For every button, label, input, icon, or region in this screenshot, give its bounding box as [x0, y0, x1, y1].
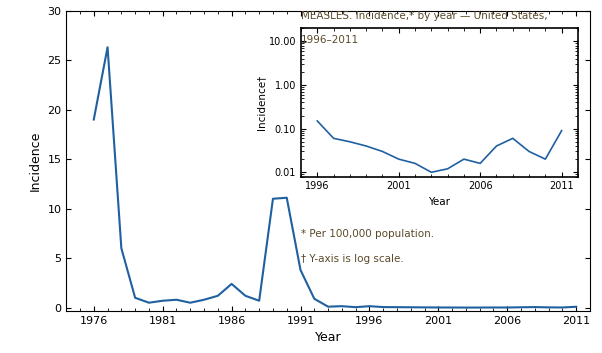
Y-axis label: Incidence: Incidence	[29, 130, 42, 191]
Text: * Per 100,000 population.: * Per 100,000 population.	[301, 229, 434, 239]
Text: MEASLES. Incidence,* by year — United States,: MEASLES. Incidence,* by year — United St…	[301, 11, 548, 20]
Text: 1996–2011: 1996–2011	[301, 35, 359, 45]
Text: † Y-axis is log scale.: † Y-axis is log scale.	[301, 254, 404, 264]
X-axis label: Year: Year	[429, 197, 450, 207]
X-axis label: Year: Year	[315, 331, 341, 344]
Y-axis label: Incidence†: Incidence†	[256, 75, 266, 130]
